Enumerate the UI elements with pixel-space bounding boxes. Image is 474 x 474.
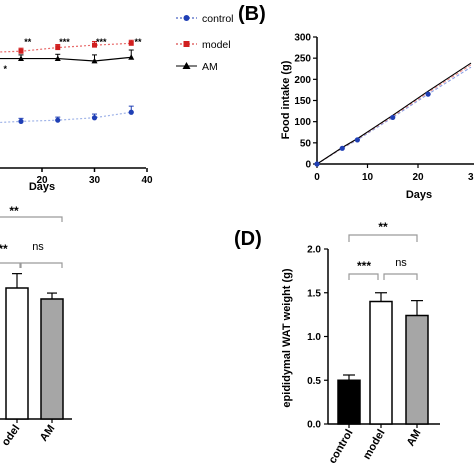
panel-b-point-control (314, 161, 320, 167)
panel-d-bar-am (405, 314, 429, 425)
panel-c-bracket-right (20, 262, 63, 268)
panel-b-y-tick-label: 100 (294, 117, 311, 128)
panel-a-tick-label: 20 (36, 175, 48, 186)
panel-label-d: (D) (234, 228, 262, 250)
panel-c-category-label: odel (0, 423, 22, 448)
legend-am-marker (182, 62, 191, 69)
panel-b-y-tick-label: 0 (305, 160, 311, 171)
panel-a-point-control (18, 118, 24, 124)
panel-a-point-control (55, 117, 61, 123)
panel-b-y-tick-label: 200 (294, 75, 311, 86)
panel-a-annotations: ************* (3, 37, 142, 74)
panel-c-bracket-left (0, 262, 21, 268)
panel-b-point-control (425, 91, 431, 97)
panel-c-bracket-top (0, 216, 63, 222)
panel-d-brackets: ***** ns (348, 220, 418, 280)
panel-a-point-am (18, 55, 24, 61)
panel-a-point-model (18, 48, 24, 54)
panel-a-significance: ** (134, 37, 142, 47)
panel-a-point-am (91, 57, 98, 64)
panel-d-category-label: model (361, 428, 388, 462)
panel-b-x-tick-label-partial: 3 (468, 172, 474, 183)
legend-control-label: control (202, 13, 234, 25)
panel-d-y-tick-label: 1.0 (307, 332, 321, 343)
panel-label-b: (B) (238, 3, 266, 25)
panel-d-category-label: AM (405, 428, 424, 449)
panel-a-point-control (128, 109, 134, 115)
panel-a-tick-label: 30 (89, 175, 101, 186)
panel-a-point-model (92, 42, 97, 48)
panel-d-bar-control (337, 379, 361, 425)
legend-am-label: AM (202, 61, 218, 73)
panel-d-ticks: 0.0 0.5 1.0 1.5 2.0 (307, 245, 328, 431)
panel-b-ticks: 0 50 100 150 200 250 300 0 10 20 3 (294, 33, 474, 184)
panel-a-tick-label: 40 (141, 175, 153, 186)
panel-b-point-control (339, 145, 345, 151)
panel-c-bar-model (5, 287, 29, 420)
panel-a-significance-small: * (3, 64, 7, 74)
panel-b-x-tick-label: 20 (412, 172, 424, 183)
panel-a-point-am (128, 54, 135, 60)
panel-a-point-model (128, 40, 134, 46)
panel-c-bar-chart: odel AM ** ** ns (0, 204, 72, 448)
panel-b-x-label: Days (406, 189, 432, 201)
panel-b-point-control (354, 137, 360, 143)
legend-model-marker (183, 41, 190, 47)
panel-d-bracket-left (348, 273, 379, 280)
panel-b-y-tick-label: 150 (294, 96, 311, 107)
legend-model-label: model (202, 39, 231, 51)
panel-a-x-label: Days (29, 181, 55, 193)
panel-c-bracket-right-label: ns (32, 241, 44, 253)
panel-b-y-tick-label: 300 (294, 33, 311, 44)
panel-b-point-control (390, 114, 396, 121)
legend: control model AM (176, 13, 234, 73)
panel-d-y-tick-label: 2.0 (307, 245, 321, 256)
panel-c-brackets: ** ** ns (0, 204, 63, 268)
panel-b-y-tick-label: 250 (294, 54, 311, 65)
panel-b-x-tick-label: 10 (362, 172, 374, 183)
panel-d-y-tick-label: 0.0 (307, 420, 321, 431)
panel-b-y-tick-label: 50 (300, 138, 312, 149)
panel-d-y-tick-label: 0.5 (307, 376, 321, 387)
panel-c-category-label: AM (38, 423, 58, 444)
panel-d-bracket-right (383, 273, 418, 280)
panel-b-line-chart: Food intake (g) Days 0501001502002503000… (280, 33, 474, 201)
panel-a-x-ticks: 20 30 40 (36, 168, 153, 186)
panel-c-bar-am (40, 298, 64, 420)
panel-a-point-control (91, 115, 98, 121)
panel-d-y-tick-label: 1.5 (307, 288, 321, 299)
panel-d-bracket-right-label: ns (395, 257, 407, 269)
panel-c-bracket-left-label: ** (0, 242, 8, 256)
panel-b-line-am (316, 62, 472, 165)
panel-b-x-tick-label: 0 (314, 172, 320, 183)
panel-d-bars: control model AM (327, 292, 429, 466)
panel-a-significance: *** (96, 37, 107, 47)
panel-b-line-model (316, 64, 472, 165)
panel-a-significance: *** (59, 37, 70, 47)
panel-d-y-label: epididymal WAT weight (g) (281, 268, 293, 407)
panel-d-bar-chart: epididymal WAT weight (g) 0.0 0.5 1.0 1.5 2.… (281, 220, 440, 466)
panel-a-significance: ** (24, 37, 32, 47)
legend-control-marker (183, 15, 190, 21)
panel-b-y-label: Food intake (g) (280, 60, 292, 139)
panel-d-category-label: control (327, 428, 356, 466)
panel-d-bracket-top-label: ** (378, 220, 388, 234)
panel-a-series (0, 39, 135, 124)
panel-c-bracket-top-label: ** (9, 204, 19, 218)
panel-a-point-am (54, 55, 61, 61)
panel-a-point-model (55, 45, 61, 51)
panel-d-bracket-top (348, 234, 418, 242)
panel-d-bar-model (369, 300, 393, 425)
panel-d-bracket-left-label: *** (357, 259, 371, 273)
panel-b-series (314, 62, 472, 167)
panel-c-bars: odel AM (0, 273, 64, 448)
